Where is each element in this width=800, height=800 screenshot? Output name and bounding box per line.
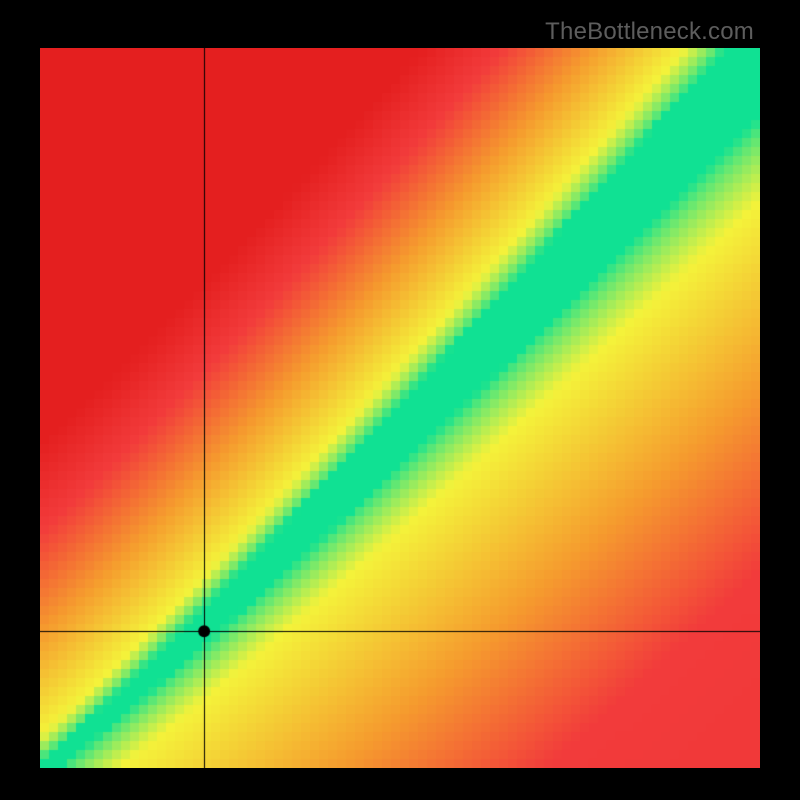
chart-frame: TheBottleneck.com (0, 0, 800, 800)
heatmap-canvas (40, 48, 760, 768)
watermark-label: TheBottleneck.com (545, 18, 754, 46)
heatmap-plot (40, 48, 760, 768)
